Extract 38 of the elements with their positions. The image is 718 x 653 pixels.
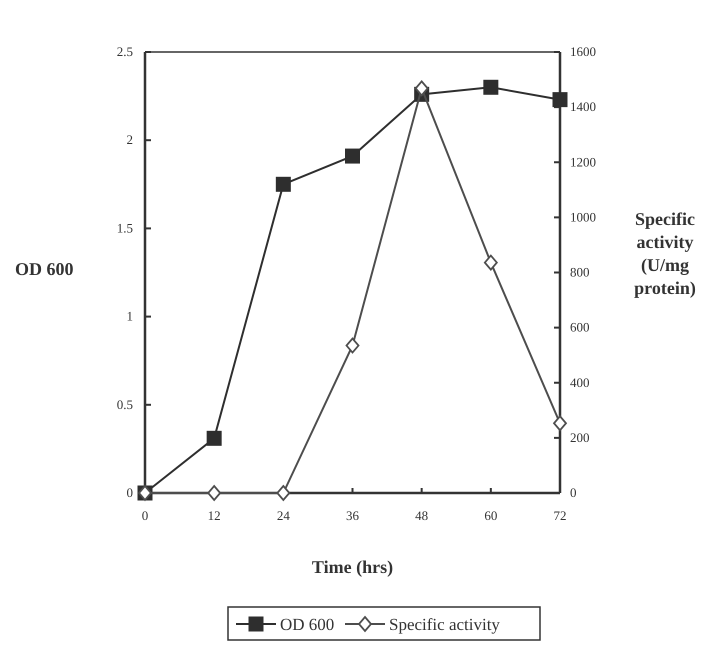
x-tick-label: 48 [415, 508, 428, 523]
y2-tick-label: 1400 [570, 99, 596, 114]
y2-tick-label: 600 [570, 320, 590, 335]
point [276, 485, 290, 501]
point [483, 80, 498, 95]
y2-tick-label: 200 [570, 430, 590, 445]
y2-tick-label: 1600 [570, 44, 596, 59]
legend-label: Specific activity [389, 615, 500, 634]
y2-tick-label: 1200 [570, 154, 596, 170]
y-tick-label: 1 [126, 308, 133, 324]
y-axis-title: OD 600 [15, 259, 74, 279]
point [552, 92, 568, 108]
x-tick-label: 24 [276, 508, 290, 523]
y-tick-label: 0.5 [116, 396, 133, 412]
point [484, 254, 498, 270]
y2-tick-label: 400 [570, 374, 590, 390]
y2-tick-label: 1000 [570, 209, 596, 224]
point [414, 80, 429, 96]
x-tick-label: 0 [142, 508, 148, 523]
x-tick-label: 72 [554, 508, 566, 523]
x-tick-label: 12 [208, 508, 221, 523]
y-tick-label: 1.5 [116, 220, 133, 236]
x-tick-label: 60 [484, 508, 498, 523]
legend-label: OD 600 [280, 615, 334, 634]
point [346, 338, 360, 354]
x-tick-label: 36 [346, 508, 360, 523]
point [206, 430, 222, 446]
point [207, 485, 222, 501]
y2-axis-title: Specific activity (U/mg protein) [634, 209, 696, 298]
point [276, 176, 291, 192]
y-tick-label: 2 [126, 132, 133, 148]
y2-tick-label: 800 [570, 264, 590, 280]
y-tick-label: 2.5 [116, 44, 133, 59]
x-axis-title: Time (hrs) [312, 557, 394, 577]
point [553, 415, 567, 432]
y-tick-label: 0 [126, 485, 133, 500]
y2-tick-label: 0 [570, 485, 576, 500]
point [345, 148, 360, 164]
